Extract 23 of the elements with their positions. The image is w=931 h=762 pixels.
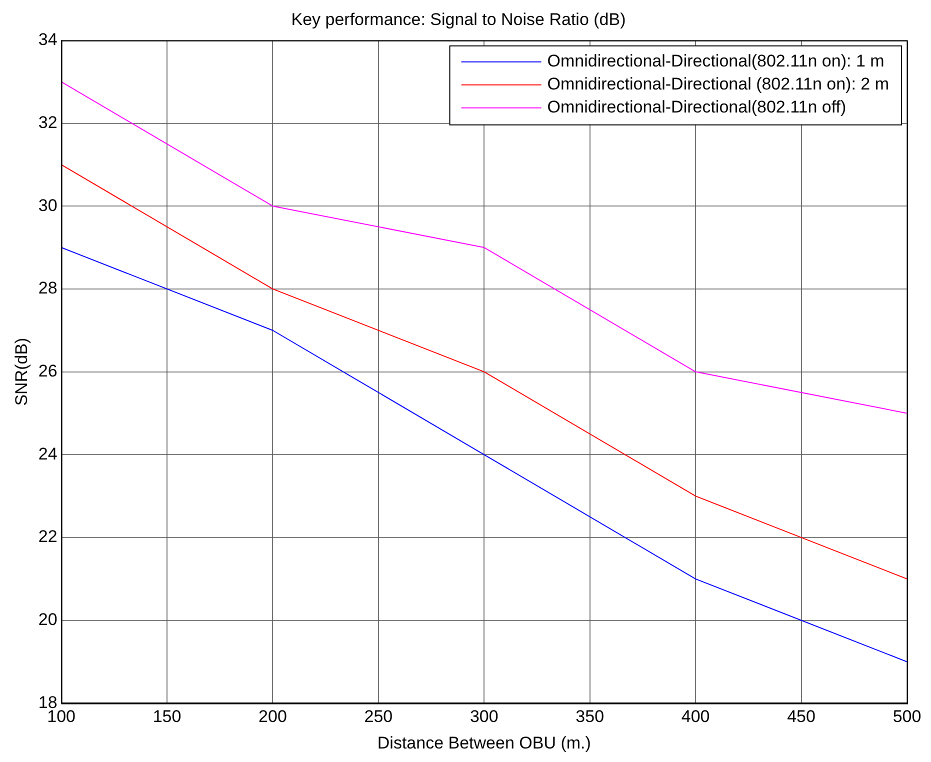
y-tick-label: 22 (38, 527, 58, 546)
y-tick-label: 24 (38, 444, 58, 464)
chart-title: Key performance: Signal to Noise Ratio (dB) (291, 10, 626, 29)
y-tick-label: 32 (38, 112, 58, 132)
y-tick-label: 28 (38, 278, 58, 298)
x-tick-label: 250 (364, 707, 393, 726)
x-axis-title: Distance Between OBU (m.) (377, 733, 591, 752)
legend-label: Omnidirectional-Directional(802.11n off) (547, 98, 846, 117)
y-tick-label: 34 (38, 30, 58, 50)
legend-label: Omnidirectional-Directional(802.11n on): 1 m (547, 52, 884, 71)
x-tick-label: 300 (470, 707, 498, 726)
x-tick-label: 100 (47, 707, 76, 726)
x-tick-label: 350 (576, 707, 604, 726)
y-tick-label: 30 (38, 196, 58, 215)
x-tick-label: 200 (258, 707, 287, 726)
x-tick-label: 500 (892, 707, 922, 726)
x-tick-label: 400 (681, 707, 710, 726)
legend-label: Omnidirectional-Directional (802.11n on): 2 m (547, 74, 890, 94)
x-tick-label: 450 (787, 707, 816, 726)
y-tick-label: 20 (38, 610, 58, 630)
x-tick-label: 150 (152, 707, 182, 726)
y-tick-label: 26 (38, 361, 58, 380)
y-axis-title: SNR(dB) (12, 338, 31, 406)
